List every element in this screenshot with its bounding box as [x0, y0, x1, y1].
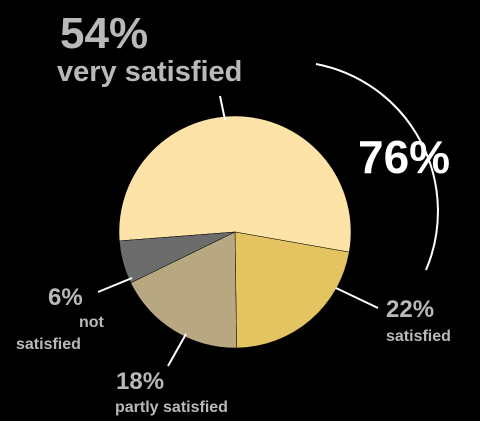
not-satisfied-percent: 6%	[48, 284, 83, 311]
satisfied-percent: 22%	[386, 296, 435, 323]
leader-line-satisfied	[335, 287, 379, 309]
very-satisfied-label: very satisfied	[57, 56, 243, 88]
total-satisfied-percent: 76%	[358, 131, 451, 183]
satisfied-label: satisfied	[386, 328, 451, 345]
pie-slice-partly-satisfied	[130, 231, 237, 349]
not-satisfied-label-line1: not	[79, 314, 104, 331]
pie-slice-satisfied	[234, 231, 350, 349]
pie-slice-very-satisfied	[118, 115, 352, 253]
leader-line-not-satisfied	[97, 277, 133, 293]
leader-line-partly-satisfied	[167, 333, 187, 367]
pie-slices	[118, 115, 352, 349]
partly-satisfied-label: partly satisfied	[115, 399, 228, 416]
leader-lines	[97, 95, 379, 367]
partly-satisfied-percent: 18%	[116, 368, 165, 395]
total-bracket-arc	[315, 63, 439, 271]
pie-slice-not-satisfied	[119, 231, 236, 284]
leader-line-very-satisfied	[219, 95, 226, 121]
not-satisfied-label-line2: satisfied	[16, 336, 81, 353]
very-satisfied-percent: 54%	[60, 9, 149, 58]
